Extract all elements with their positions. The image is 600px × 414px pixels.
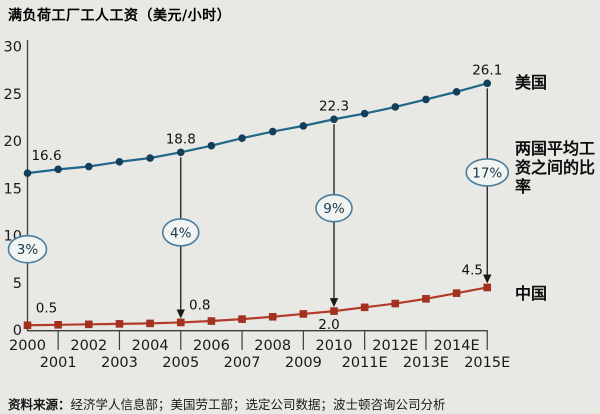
x-axis-label: 2015E (464, 355, 510, 371)
us-data-point (207, 141, 216, 150)
us-data-point (85, 162, 93, 171)
point-value-label: 26.1 (472, 62, 502, 78)
us-data-point (330, 115, 338, 124)
ratio-percentage: 9% (323, 201, 345, 217)
china-data-point (391, 299, 400, 308)
y-axis-label: 5 (13, 276, 22, 292)
x-axis-label: 2009 (285, 355, 322, 371)
series-label-us: 美国 (515, 73, 548, 92)
us-data-point (299, 122, 308, 130)
point-value-label: 0.5 (36, 300, 57, 316)
us-data-point (483, 79, 492, 88)
us-data-point (268, 127, 277, 136)
ratio-percentage: 17% (472, 165, 502, 181)
us-data-point (452, 88, 461, 96)
us-data-point (146, 154, 154, 162)
x-axis-label: 2006 (193, 338, 230, 354)
china-data-point (452, 289, 461, 297)
point-value-label: 0.8 (189, 297, 210, 313)
x-axis-label: 2004 (132, 338, 169, 354)
x-axis-label: 2014E (434, 338, 480, 354)
china-data-point (54, 321, 62, 329)
y-axis-label: 15 (4, 181, 22, 197)
china-data-point (85, 320, 93, 329)
china-data-point (207, 317, 216, 325)
us-data-point (23, 169, 32, 177)
us-series-line (27, 82, 488, 175)
point-value-label: 4.5 (462, 262, 483, 278)
y-axis-label: 30 (4, 40, 22, 56)
point-value-label: 18.8 (166, 131, 196, 147)
y-axis-label: 0 (13, 323, 22, 339)
point-value-label: 16.6 (31, 148, 61, 164)
x-axis-label: 2001 (40, 355, 77, 371)
x-axis-label: 2003 (101, 355, 138, 371)
ratio-oval (161, 218, 200, 247)
china-data-point (268, 312, 277, 321)
axes (26, 40, 488, 332)
x-axis-label: 2000 (9, 338, 46, 354)
x-axis-label: 2008 (254, 338, 291, 354)
ratio-arrowhead (483, 274, 492, 284)
us-data-point (360, 109, 369, 118)
x-axis-label: 2002 (70, 338, 107, 354)
us-data-point (54, 165, 62, 174)
us-data-point (176, 148, 185, 157)
ratio-description-label: 两国平均工资之间的比率 (515, 139, 596, 196)
x-axis-label: 2005 (162, 355, 199, 371)
us-data-point (115, 157, 124, 166)
us-data-point (422, 95, 430, 104)
china-data-point (483, 283, 492, 292)
us-data-point (238, 134, 246, 142)
point-value-label: 2.0 (318, 317, 339, 333)
china-data-point (176, 318, 185, 327)
china-data-point (238, 315, 246, 323)
source-note: 资料来源：经济学人信息部；美国劳工部；选定公司数据；波士顿咨询公司分析 (8, 394, 446, 413)
ratio-oval (7, 234, 48, 264)
source-prefix: 资料来源： (8, 397, 71, 412)
series-label-china: 中国 (515, 284, 548, 303)
y-axis-label: 25 (4, 87, 22, 103)
ratio-oval (465, 158, 510, 187)
ratio-arrowhead (329, 298, 339, 308)
x-axis-label: 2012E (372, 338, 418, 354)
x-axis-label: 2011E (342, 355, 388, 371)
point-value-label: 22.3 (319, 98, 349, 114)
ratio-percentage: 4% (170, 225, 192, 241)
china-data-point (360, 303, 369, 312)
china-data-point (146, 319, 154, 328)
china-data-point (299, 310, 308, 318)
source-text: 经济学人信息部；美国劳工部；选定公司数据；波士顿咨询公司分析 (70, 397, 446, 412)
x-axis-label: 2007 (224, 355, 261, 371)
china-series-line (27, 286, 488, 327)
china-data-point (115, 320, 124, 328)
y-axis-label: 20 (4, 134, 22, 150)
china-data-point (23, 321, 32, 330)
us-data-point (391, 103, 400, 111)
ratio-percentage: 3% (17, 242, 39, 258)
chart-title: 满负荷工厂工人工资（美元/小时） (8, 8, 232, 24)
china-data-point (330, 307, 338, 315)
ratio-arrowhead (176, 309, 185, 319)
x-axis-label: 2010 (316, 338, 353, 354)
china-data-point (422, 295, 430, 303)
x-axis-label: 2013E (403, 355, 449, 371)
ratio-oval (315, 193, 353, 223)
